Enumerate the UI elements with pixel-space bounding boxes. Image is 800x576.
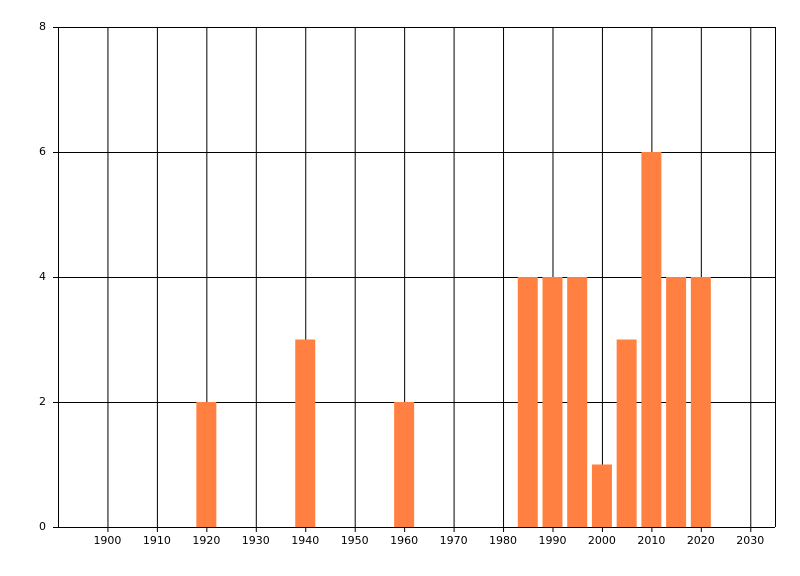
x-tick-label: 1910 (143, 534, 171, 547)
bar (641, 152, 662, 527)
bar (567, 277, 588, 527)
x-tick-label: 2000 (588, 534, 616, 547)
x-tick-label: 1920 (192, 534, 220, 547)
y-tick-label: 4 (39, 270, 46, 283)
bar (517, 277, 538, 527)
x-tick-label: 1990 (538, 534, 566, 547)
bar (542, 277, 563, 527)
bar (591, 464, 612, 527)
y-tick-label: 8 (39, 20, 46, 33)
x-tick-label: 2020 (687, 534, 715, 547)
x-tick-label: 1900 (93, 534, 121, 547)
y-tick-label: 2 (39, 395, 46, 408)
bar (616, 339, 637, 527)
x-tick-label: 1930 (242, 534, 270, 547)
x-tick-label: 1980 (489, 534, 517, 547)
y-tick-label: 6 (39, 145, 46, 158)
bar (666, 277, 687, 527)
bar (690, 277, 711, 527)
bar (196, 402, 217, 527)
bar (394, 402, 415, 527)
y-tick-label: 0 (39, 520, 46, 533)
x-tick-label: 2030 (736, 534, 764, 547)
x-tick-label: 1940 (291, 534, 319, 547)
x-tick-label: 2010 (637, 534, 665, 547)
x-tick-label: 1960 (390, 534, 418, 547)
x-tick-label: 1950 (341, 534, 369, 547)
x-tick-label: 1970 (440, 534, 468, 547)
bar (295, 339, 316, 527)
